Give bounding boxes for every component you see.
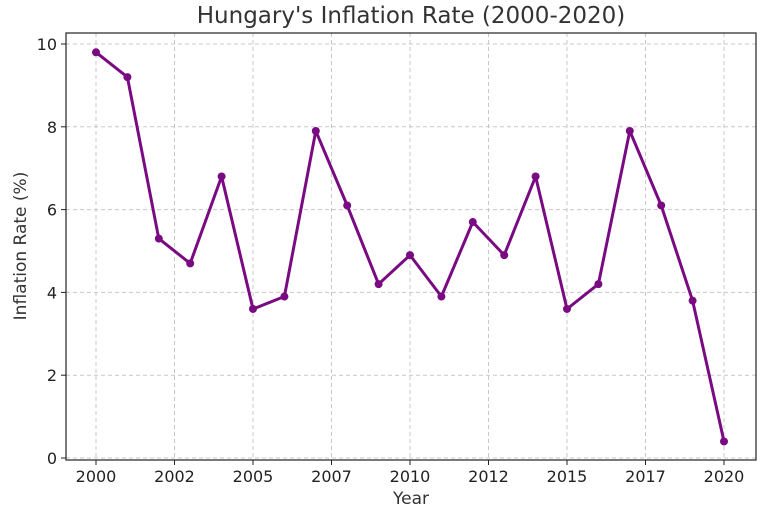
data-point xyxy=(311,126,320,135)
data-point xyxy=(217,172,226,181)
grid-lines xyxy=(66,33,756,460)
plot-frame xyxy=(65,32,757,461)
data-point xyxy=(500,251,509,260)
x-tick-label: 2002 xyxy=(154,467,195,486)
x-tick-label: 2017 xyxy=(625,467,666,486)
data-point xyxy=(468,218,477,227)
x-axis-label: Year xyxy=(392,489,429,509)
y-tick-label: 2 xyxy=(47,366,57,385)
y-tick-label: 4 xyxy=(47,283,57,302)
data-point xyxy=(280,292,289,301)
x-tick-label: 2010 xyxy=(390,467,431,486)
x-tick-label: 2007 xyxy=(311,467,352,486)
series-inflation xyxy=(92,48,728,446)
data-point xyxy=(343,201,352,210)
x-tick-label: 2015 xyxy=(547,467,588,486)
data-point xyxy=(437,292,446,301)
x-axis: 2000 2002 2005 2007 2010 2012 2015 2017 2020 xyxy=(76,460,745,486)
data-point xyxy=(531,172,540,181)
y-axis: 0 2 4 6 8 10 xyxy=(37,35,66,468)
x-tick-label: 2012 xyxy=(468,467,509,486)
data-point xyxy=(594,280,603,289)
data-point xyxy=(563,304,571,313)
data-point xyxy=(154,234,163,243)
y-tick-label: 0 xyxy=(47,449,57,468)
data-point xyxy=(625,126,634,135)
data-point xyxy=(406,251,414,260)
data-point xyxy=(374,280,383,289)
data-point xyxy=(720,437,728,446)
data-point xyxy=(123,73,132,82)
data-point xyxy=(657,201,666,210)
y-tick-label: 8 xyxy=(47,118,57,137)
data-point xyxy=(249,304,257,313)
data-point xyxy=(92,48,100,57)
y-tick-label: 6 xyxy=(47,201,57,220)
data-point xyxy=(688,296,697,305)
x-tick-label: 2005 xyxy=(233,467,274,486)
y-axis-label: Inflation Rate (%) xyxy=(11,172,31,321)
x-tick-label: 2020 xyxy=(704,467,745,486)
y-tick-label: 10 xyxy=(37,35,57,54)
x-tick-label: 2000 xyxy=(76,467,117,486)
chart-title: Hungary's Inflation Rate (2000-2020) xyxy=(197,3,626,29)
data-point xyxy=(186,259,195,268)
